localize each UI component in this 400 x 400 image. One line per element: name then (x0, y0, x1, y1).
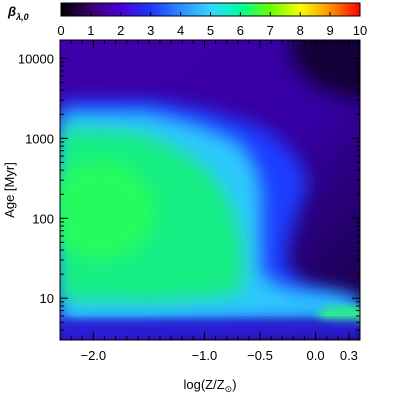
x-tick-label: −0.5 (247, 348, 273, 363)
colorbar-ticks: 0 1 2 3 4 5 6 7 8 9 10 (57, 12, 367, 38)
heatmap-peak (60, 160, 155, 260)
colorbar-tick-label: 0 (57, 23, 64, 38)
colorbar-tick-label: 8 (297, 23, 304, 38)
y-tick-label: 100 (32, 211, 54, 226)
colorbar-tick-label: 1 (87, 23, 94, 38)
colorbar-tick-label: 2 (117, 23, 124, 38)
y-axis-label: Age [Myr] (2, 162, 17, 218)
y-axis: 10 100 1000 10000 (18, 51, 360, 341)
colorbar-tick-label: 4 (177, 23, 184, 38)
heatmap-bottom-strip (60, 320, 360, 340)
y-tick-label: 10 (40, 291, 54, 306)
x-tick-label: −2.0 (80, 348, 106, 363)
x-axis: −2.0 −1.0 −0.5 0.0 0.3 (59, 40, 361, 363)
colorbar-tick-label: 3 (147, 23, 154, 38)
colorbar-tick-label: 7 (267, 23, 274, 38)
colorbar-tick-label: 5 (207, 23, 214, 38)
x-tick-label: 0.0 (307, 348, 325, 363)
y-tick-label: 1000 (25, 131, 54, 146)
plot-frame (59, 39, 361, 341)
heatmap-low-beta-region (290, 40, 360, 100)
colorbar-label: βλ,0 (7, 4, 29, 22)
y-tick-label: 10000 (18, 51, 54, 66)
heatmap (60, 40, 360, 340)
colorbar-tick-label: 6 (237, 23, 244, 38)
colorbar-tick-label: 9 (326, 23, 333, 38)
x-axis-label: log(Z/Z⊙) (183, 377, 236, 394)
colorbar-tick-label: 10 (353, 23, 367, 38)
x-tick-label: −1.0 (192, 348, 218, 363)
x-tick-label: 0.3 (340, 348, 358, 363)
heatmap-young-patch (317, 305, 360, 325)
